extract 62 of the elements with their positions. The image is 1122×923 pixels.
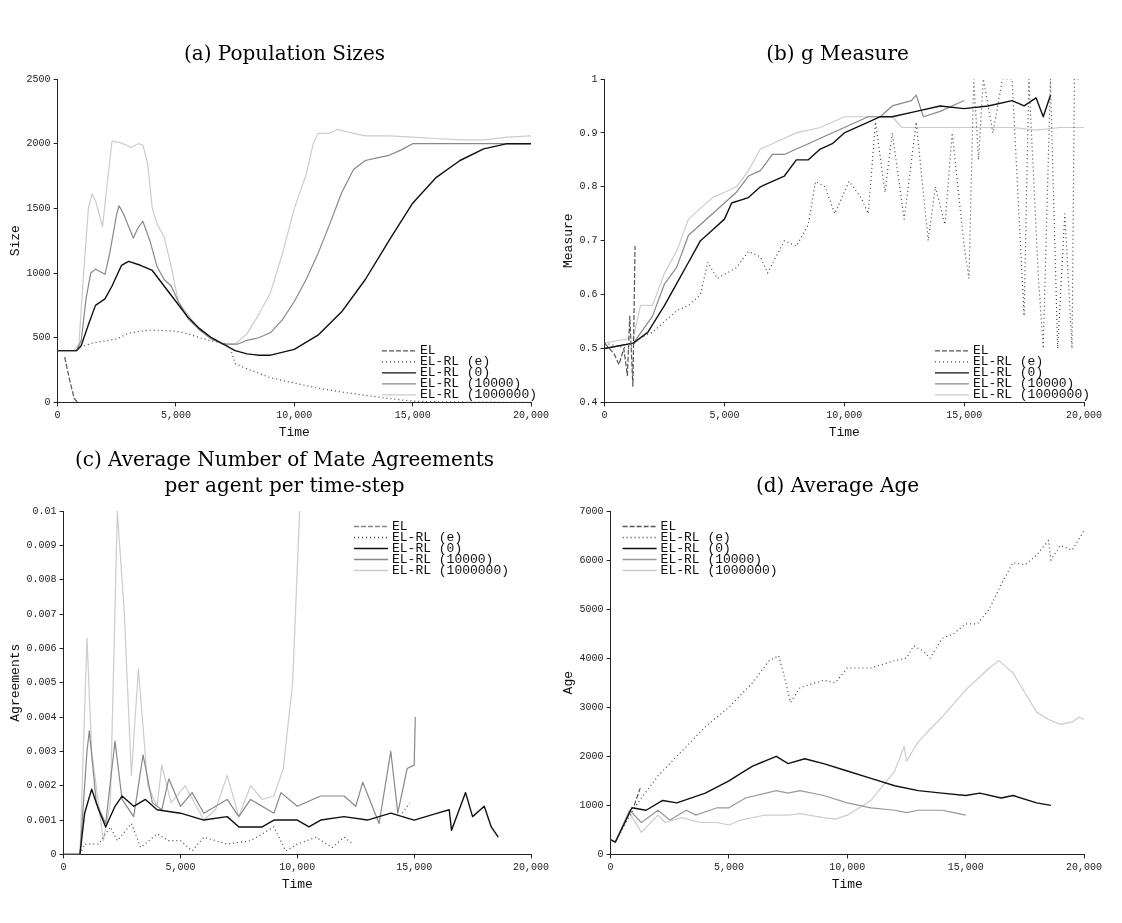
y-tick-label: 2500	[26, 73, 51, 85]
x-tick-label: 20,000	[1065, 410, 1103, 422]
y-tick-label: 6000	[579, 554, 604, 566]
y-tick-label: 0.6	[579, 289, 598, 301]
y-tick-label: 5000	[579, 603, 604, 615]
y-tick-label: 0.9	[579, 127, 598, 139]
chart-title: (d) Average Age	[755, 472, 920, 498]
x-axis-title: Time	[831, 876, 863, 892]
x-tick-label: 0	[607, 862, 614, 874]
y-tick-label: 0	[597, 849, 604, 861]
x-tick-label: 5,000	[165, 862, 196, 874]
y-tick-label: 0.005	[26, 677, 57, 689]
y-tick-label: 1	[591, 73, 598, 85]
x-tick-label: 20,000	[512, 862, 550, 874]
x-axis-title: Time	[278, 424, 310, 440]
y-axis-title: Size	[8, 225, 24, 257]
chart-title: (b) g Measure	[766, 40, 909, 66]
y-tick-label: 2000	[579, 750, 604, 762]
y-axis-title: Measure	[561, 213, 577, 268]
y-tick-label: 0	[50, 849, 57, 861]
y-tick-label: 0.8	[579, 181, 598, 193]
y-tick-label: 0.4	[579, 397, 598, 409]
y-axis-title: Agreements	[8, 643, 24, 722]
y-tick-label: 1000	[579, 799, 604, 811]
y-tick-label: 0.009	[26, 539, 57, 551]
y-tick-label: 0.7	[579, 235, 598, 247]
chart-title: (c) Average Number of Mate Agreements per agent per time-step	[73, 446, 496, 498]
x-tick-label: 5,000	[709, 410, 740, 422]
x-axis-title: Time	[281, 876, 313, 892]
y-tick-label: 7000	[579, 505, 604, 517]
x-tick-label: 15,000	[947, 862, 984, 874]
y-tick-label: 0.5	[579, 343, 598, 355]
y-axis-title: Age	[561, 671, 577, 695]
y-tick-label: 0.008	[26, 574, 57, 586]
y-tick-label: 0.007	[26, 608, 57, 620]
y-tick-label: 0.01	[32, 505, 57, 517]
x-tick-label: 10,000	[826, 410, 863, 422]
y-tick-label: 3000	[579, 701, 604, 713]
y-tick-label: 0.002	[26, 780, 57, 792]
x-tick-label: 10,000	[279, 862, 316, 874]
x-tick-label: 5,000	[713, 862, 744, 874]
x-tick-label: 10,000	[829, 862, 866, 874]
x-tick-label: 20,000	[512, 410, 550, 422]
y-tick-label: 1500	[26, 203, 51, 214]
y-tick-label: 0.004	[26, 711, 57, 723]
y-tick-label: 0.006	[26, 643, 57, 654]
x-tick-label: 15,000	[946, 410, 983, 422]
y-tick-label: 500	[32, 332, 51, 344]
y-tick-label: 2000	[26, 138, 51, 150]
y-tick-label: 1000	[26, 267, 51, 279]
x-tick-label: 15,000	[394, 410, 431, 422]
chart-title: (a) Population Sizes	[183, 40, 386, 66]
y-tick-label: 0	[44, 397, 51, 409]
y-tick-label: 4000	[579, 652, 604, 664]
x-tick-label: 15,000	[396, 862, 433, 874]
x-axis-title: Time	[828, 424, 860, 440]
x-tick-label: 5,000	[160, 410, 191, 422]
x-tick-label: 10,000	[276, 410, 313, 422]
y-tick-label: 0.001	[26, 814, 57, 826]
x-tick-label: 0	[60, 862, 67, 874]
y-tick-label: 0.003	[26, 746, 57, 758]
x-tick-label: 20,000	[1065, 862, 1103, 874]
